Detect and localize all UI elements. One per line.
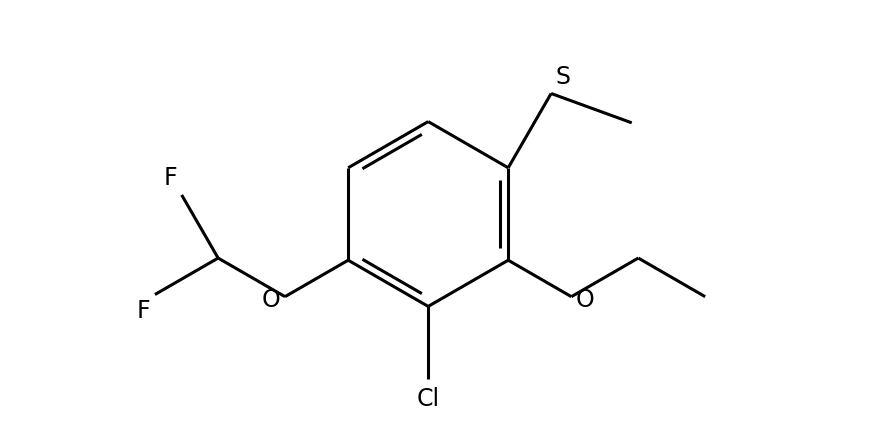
Text: O: O	[576, 288, 595, 312]
Text: F: F	[137, 299, 151, 323]
Text: F: F	[163, 166, 177, 190]
Text: Cl: Cl	[417, 387, 440, 411]
Text: O: O	[262, 288, 280, 312]
Text: S: S	[556, 65, 571, 89]
